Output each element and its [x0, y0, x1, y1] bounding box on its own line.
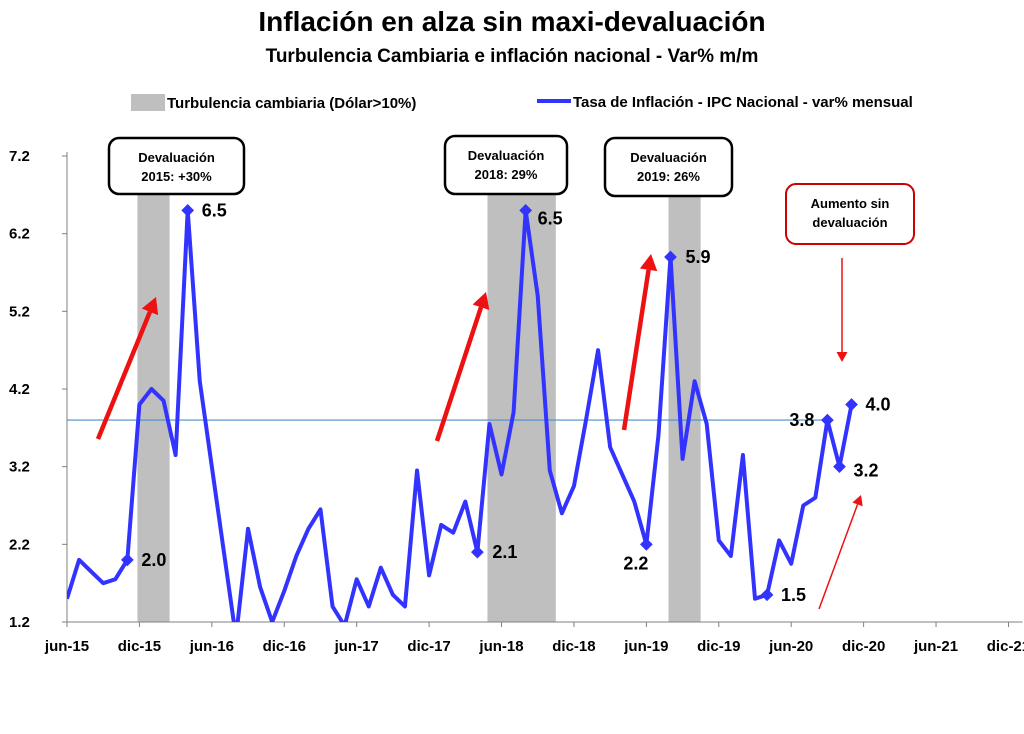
y-tick-label: 4.2: [9, 381, 30, 398]
legend-band-label: Turbulencia cambiaria (Dólar>10%): [167, 95, 417, 112]
y-tick-label: 6.2: [9, 226, 30, 243]
x-tick-label: dic-15: [118, 638, 161, 655]
annotation-box-1: [107, 136, 246, 196]
x-tick-label: dic-16: [263, 638, 306, 655]
red-arrow-shaft: [818, 504, 859, 610]
data-label: 2.1: [492, 542, 517, 562]
data-label: 6.5: [538, 208, 563, 228]
red-arrow-head: [852, 495, 863, 507]
data-point-marker: [760, 588, 774, 602]
annotation-box-4: [785, 183, 915, 245]
data-label: 3.8: [789, 410, 814, 430]
y-tick-label: 2.2: [9, 536, 30, 553]
red-arrow-head: [141, 297, 159, 316]
legend-band-entry: Turbulencia cambiaria (Dólar>10%): [131, 94, 416, 112]
x-tick-label: jun-17: [334, 638, 379, 655]
x-tick-label: jun-15: [44, 638, 89, 655]
inflation-series-line: [67, 208, 854, 622]
annotation-text: 2018: 29%: [475, 167, 538, 182]
data-point-marker: [181, 204, 195, 217]
data-label: 5.9: [686, 247, 711, 267]
legend-line-entry: Tasa de Inflación - IPC Nacional - var% …: [537, 94, 913, 111]
x-tick-label: jun-16: [189, 638, 234, 655]
annotation-text: Aumento sin: [811, 196, 890, 211]
red-arrow-head: [639, 254, 658, 272]
data-point-marker: [471, 545, 484, 559]
data-label: 3.2: [853, 461, 878, 481]
y-tick-label: 1.2: [9, 614, 30, 631]
data-label: 2.0: [141, 550, 166, 570]
annotation-text: Devaluación: [630, 150, 707, 165]
turbulence-band-1: [137, 146, 170, 622]
y-tick-label: 7.2: [9, 148, 30, 165]
data-point-marker: [821, 413, 834, 427]
legend-band-swatch: [131, 94, 165, 111]
red-arrow-head: [836, 352, 848, 362]
annotation-text: Devaluación: [138, 150, 215, 165]
annotation-text: 2015: +30%: [141, 169, 212, 184]
annotation-box-2: [443, 134, 569, 196]
red-arrow-shaft: [95, 310, 153, 440]
red-arrow-shaft: [434, 306, 484, 442]
data-label: 4.0: [866, 395, 891, 415]
red-arrow-head: [472, 292, 490, 310]
x-tick-label: dic-19: [697, 638, 740, 655]
red-arrow-shaft: [621, 269, 651, 431]
legend-line-swatch: [537, 99, 571, 103]
legend-line-label: Tasa de Inflación - IPC Nacional - var% …: [573, 94, 913, 111]
x-tick-label: jun-18: [478, 638, 523, 655]
data-label: 1.5: [781, 585, 806, 605]
data-point-marker: [833, 460, 846, 474]
x-tick-label: dic-18: [552, 638, 595, 655]
x-tick-label: dic-20: [842, 638, 885, 655]
x-tick-label: dic-17: [407, 638, 450, 655]
y-tick-label: 5.2: [9, 303, 30, 320]
x-tick-label: jun-19: [623, 638, 668, 655]
chart-title: Inflación en alza sin maxi-devaluación: [258, 6, 766, 37]
data-point-marker: [639, 537, 653, 551]
annotation-box-3: [603, 136, 734, 198]
annotation-text: devaluación: [812, 215, 887, 230]
x-tick-label: jun-20: [768, 638, 813, 655]
data-label: 6.5: [202, 200, 227, 220]
chart-subtitle: Turbulencia Cambiaria e inflación nacion…: [265, 46, 759, 67]
x-tick-label: jun-21: [913, 638, 958, 655]
x-tick-label: dic-21: [987, 638, 1024, 655]
annotation-text: 2019: 26%: [637, 169, 700, 184]
y-tick-label: 3.2: [9, 459, 30, 476]
annotation-text: Devaluación: [468, 148, 545, 163]
data-point-marker: [845, 398, 858, 411]
data-label: 2.2: [623, 553, 648, 573]
